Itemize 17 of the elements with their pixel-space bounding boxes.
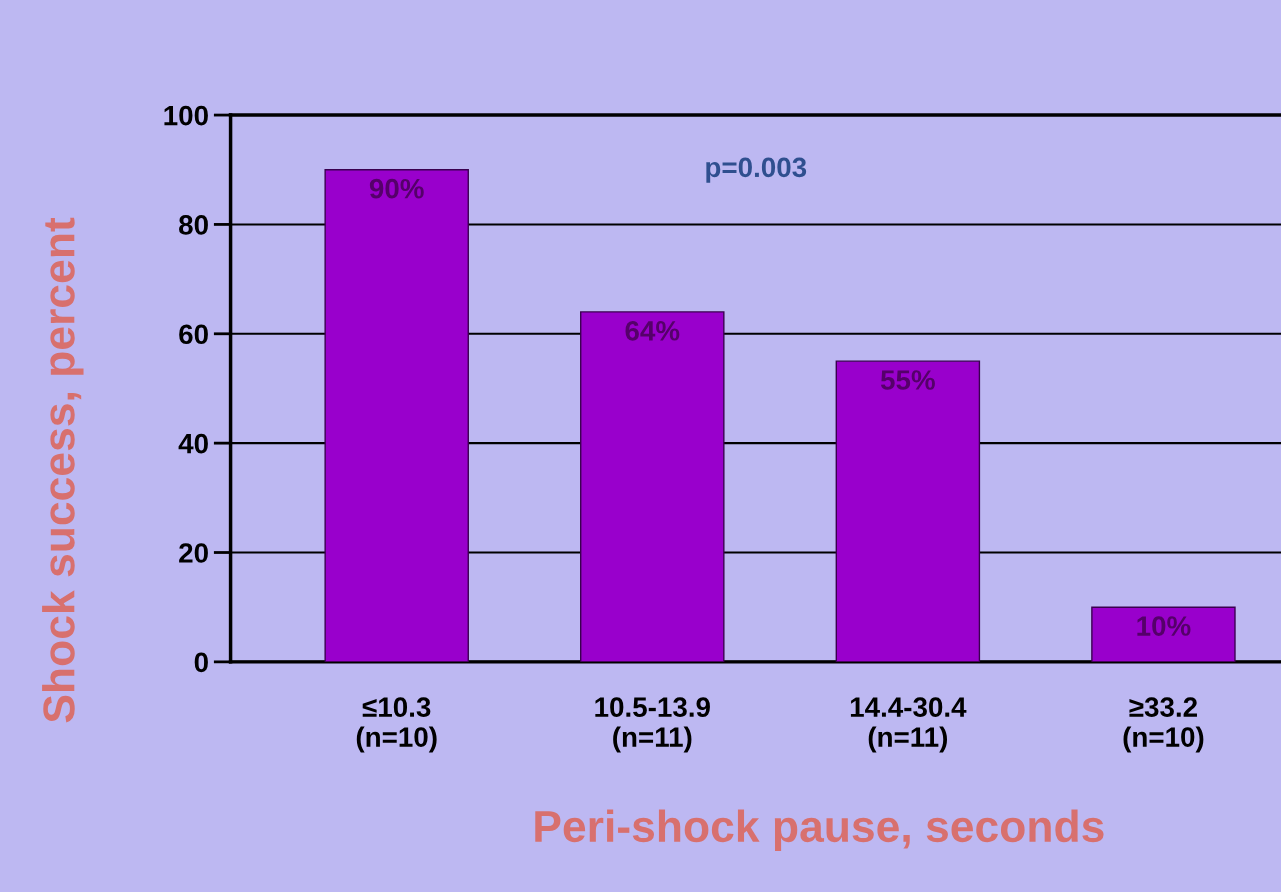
y-axis-title: Shock success, percent <box>42 217 84 723</box>
x-tick-label: ≥33.2 (n=10) <box>1123 697 1204 753</box>
data-label: 64% <box>625 320 680 341</box>
data-label: 55% <box>880 370 935 390</box>
y-tick-label: 100 <box>164 105 208 126</box>
x-tick-label: 10.5-13.9 (n=11) <box>595 697 710 753</box>
data-label: 10% <box>1137 616 1191 636</box>
y-tick-label: 20 <box>179 543 208 563</box>
x-tick-label: 14.4-30.4 (n=11) <box>850 697 967 753</box>
x-tick-label: ≤10.3 (n=10) <box>356 697 437 753</box>
y-tick-label: 80 <box>179 215 208 235</box>
y-tick-label: 0 <box>194 652 208 673</box>
data-label: 90% <box>369 178 424 199</box>
annotation: p=0.003 <box>706 157 807 183</box>
x-axis-title: Peri-shock pause, seconds <box>535 809 1104 851</box>
y-tick-label: 40 <box>178 433 208 454</box>
y-tick-label: 60 <box>179 324 208 345</box>
